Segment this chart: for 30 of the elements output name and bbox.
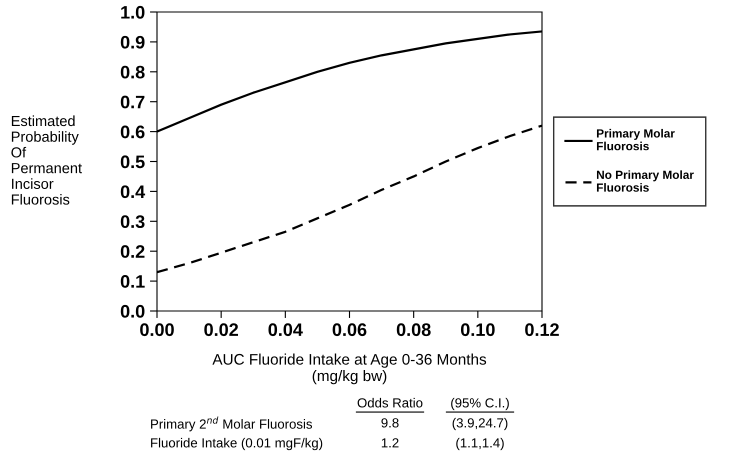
text: 9.8 <box>381 418 399 428</box>
x-tick-label: 0.10 <box>460 323 495 336</box>
x-tick-label: 0.12 <box>525 323 559 336</box>
y-tick-label: 0.1 <box>120 275 145 288</box>
y-tick-label: 0.3 <box>120 215 145 228</box>
y-tick-label: 0.0 <box>120 304 144 318</box>
legend-label: No Primary Molar Fluorosis <box>596 170 694 192</box>
x-tick-label: 0.02 <box>204 323 238 336</box>
y-tick-label: 0.4 <box>120 185 146 198</box>
y-tick-label: 0.8 <box>120 66 145 79</box>
y-axis-title: Estimated Probability Of Permanent Incisor Fluorosis <box>11 115 82 205</box>
text: (1.1,1.4) <box>456 438 504 450</box>
y-tick-label: 0.6 <box>120 126 145 138</box>
y-tick-label: 0.7 <box>120 96 144 108</box>
y-tick-label: 0.2 <box>120 245 144 258</box>
legend-label: Primary Molar Fluorosis <box>596 128 675 150</box>
y-tick-label: 0.9 <box>120 36 145 49</box>
text: (3.9,24.7) <box>452 418 508 430</box>
y-tick-label: 1.0 <box>121 6 144 19</box>
x-tick-label: 0.08 <box>396 323 431 336</box>
y-tick-label: 0.5 <box>120 155 145 168</box>
x-tick-label: 0.04 <box>268 323 303 336</box>
text: Odds Ratio <box>358 398 422 408</box>
x-tick-label: 0.00 <box>140 323 174 336</box>
text: 1.2 <box>382 438 399 448</box>
text: Fluoride Intake (0.01 mgF/kg) <box>151 438 322 450</box>
x-axis-title: AUC Fluoride Intake at Age 0-36 Months (mg/kg bw) <box>212 354 486 384</box>
text: Primary 2$^{nd}$ Molar Fluorosis <box>151 416 312 432</box>
x-tick-label: 0.06 <box>332 323 366 336</box>
text: (95% C.I.) <box>451 398 509 410</box>
